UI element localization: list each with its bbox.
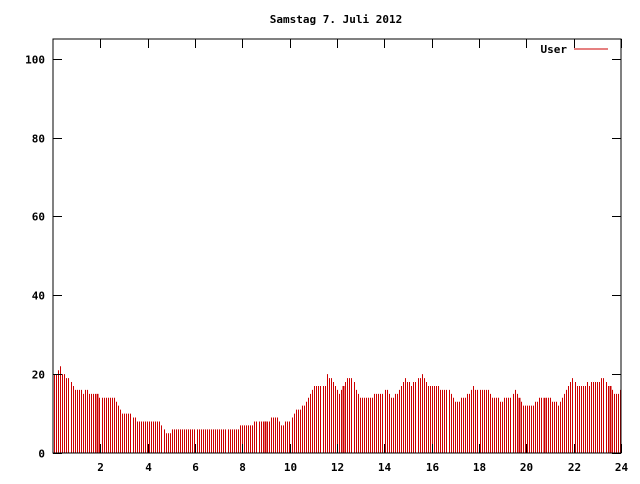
y-tick-label: 20 bbox=[32, 369, 45, 382]
x-tick-label: 6 bbox=[192, 461, 199, 474]
x-tick-label: 4 bbox=[145, 461, 152, 474]
y-tick-label: 100 bbox=[25, 54, 45, 67]
y-tick-label: 80 bbox=[32, 133, 45, 146]
y-tick-label: 60 bbox=[32, 211, 45, 224]
x-tick-label: 2 bbox=[97, 461, 104, 474]
x-tick-label: 10 bbox=[284, 461, 297, 474]
y-tick-label: 40 bbox=[32, 290, 45, 303]
legend-label: User bbox=[541, 43, 568, 56]
x-tick-label: 14 bbox=[378, 461, 392, 474]
bar-series bbox=[54, 366, 621, 453]
x-tick-label: 16 bbox=[426, 461, 440, 474]
x-tick-label: 20 bbox=[520, 461, 533, 474]
x-tick-label: 24 bbox=[615, 461, 629, 474]
chart-title: Samstag 7. Juli 2012 bbox=[270, 13, 402, 26]
x-tick-label: 22 bbox=[568, 461, 581, 474]
y-tick-label: 0 bbox=[38, 448, 45, 461]
y-axis: 0 20 40 60 80 100 bbox=[25, 54, 621, 461]
x-tick-label: 8 bbox=[239, 461, 246, 474]
x-axis: 2 4 6 8 10 12 14 16 18 20 22 24 bbox=[97, 39, 628, 474]
x-tick-label: 12 bbox=[331, 461, 344, 474]
x-tick-label: 18 bbox=[473, 461, 486, 474]
legend: User bbox=[541, 43, 608, 56]
